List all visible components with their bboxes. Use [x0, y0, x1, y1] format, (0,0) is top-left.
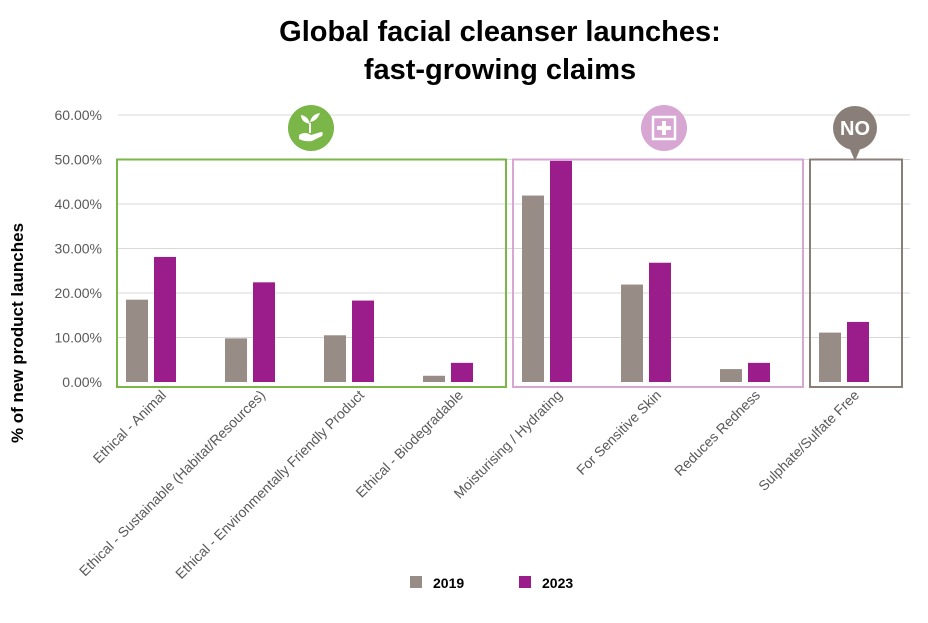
bar-2023-7 — [847, 321, 869, 382]
legend-label-2023: 2023 — [542, 575, 573, 591]
bar-2019-6 — [720, 369, 742, 382]
bar-2023-1 — [253, 282, 275, 382]
bar-2023-5 — [649, 262, 671, 382]
y-tick-label: 20.00% — [55, 285, 102, 301]
chart-title-line2: fast-growing claims — [364, 54, 636, 86]
y-tick-label: 50.00% — [55, 152, 102, 168]
bars — [126, 160, 869, 382]
bar-2019-2 — [324, 335, 346, 382]
legend-swatch-2023 — [519, 576, 531, 588]
y-tick-label: 0.00% — [62, 374, 102, 390]
y-tick-label: 10.00% — [55, 330, 102, 346]
y-tick-label: 30.00% — [55, 241, 102, 257]
plus-box-icon — [641, 105, 687, 151]
bar-2023-0 — [154, 256, 176, 382]
category-label: Sulphate/Sulfate Free — [755, 387, 862, 494]
category-label: Moisturising / Hydrating — [450, 387, 565, 502]
no-speech-bubble-icon: NO — [833, 106, 877, 161]
group-box-skin-care — [512, 158, 804, 388]
no-icon-text: NO — [840, 118, 870, 140]
group-boxes — [116, 158, 903, 388]
y-tick-label: 60.00% — [55, 107, 102, 123]
group-box-free-from — [809, 158, 903, 388]
y-axis-ticks: 0.00% 10.00% 20.00% 30.00% 40.00% 50.00% 60.00… — [55, 107, 102, 390]
bar-2019-7 — [819, 332, 841, 382]
category-label: For Sensitive Skin — [573, 387, 664, 478]
plant-in-hand-icon — [288, 105, 334, 151]
bar-2019-4 — [522, 195, 544, 382]
legend-swatch-2019 — [410, 576, 422, 588]
legend-label-2019: 2019 — [433, 575, 464, 591]
bar-2023-6 — [748, 362, 770, 382]
bar-2023-4 — [550, 160, 572, 382]
category-label: Ethical - Environmentally Friendly Produ… — [172, 387, 367, 582]
bar-2019-5 — [621, 284, 643, 382]
group-icons: NO — [288, 105, 877, 161]
chart-title-line1: Global facial cleanser launches: — [279, 16, 721, 48]
category-label: Ethical - Animal — [90, 387, 170, 467]
category-label: Ethical - Biodegradable — [352, 387, 466, 501]
bar-2019-1 — [225, 338, 247, 382]
bar-2019-3 — [423, 375, 445, 382]
bar-2023-3 — [451, 362, 473, 382]
y-tick-label: 40.00% — [55, 196, 102, 212]
bar-2019-0 — [126, 299, 148, 382]
legend: 2019 2023 — [410, 575, 573, 591]
y-axis-label: % of new product launches — [8, 223, 27, 443]
bar-2023-2 — [352, 300, 374, 382]
category-label: Ethical - Sustainable (Habitat/Resources… — [76, 387, 268, 579]
category-label: Reduces Redness — [671, 387, 763, 479]
group-box-ethical — [116, 158, 507, 388]
